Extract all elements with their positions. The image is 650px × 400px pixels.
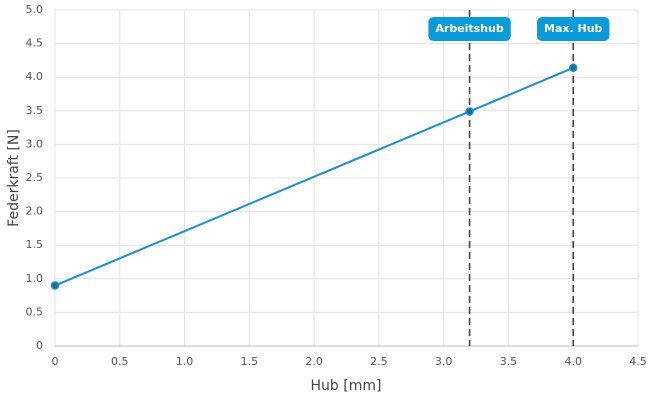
annotation-label: Max. Hub	[544, 22, 603, 35]
x-tick-label: 2.0	[305, 355, 323, 368]
x-tick-label: 2.5	[370, 355, 388, 368]
y-tick-label: 4.5	[26, 37, 44, 50]
y-tick-label: 2.0	[26, 205, 44, 218]
x-tick-label: 0.5	[111, 355, 129, 368]
y-tick-label: 0	[36, 339, 43, 352]
x-tick-label: 4.0	[564, 355, 582, 368]
x-tick-label: 1.5	[241, 355, 259, 368]
x-axis-title: Hub [mm]	[311, 378, 382, 394]
annotation-box	[428, 17, 511, 41]
data-point	[465, 107, 474, 116]
x-tick-label: 3.5	[500, 355, 518, 368]
y-tick-label: 2.5	[26, 171, 44, 184]
y-axis-title: Federkraft [N]	[6, 129, 22, 227]
annotation-box	[537, 17, 610, 41]
y-tick-label: 3.5	[26, 104, 44, 117]
data-point	[50, 281, 60, 290]
y-tick-label: 1.0	[26, 272, 44, 285]
y-tick-label: 0.5	[26, 305, 44, 318]
y-tick-label: 1.5	[26, 238, 44, 251]
x-tick-label: 0	[52, 355, 59, 368]
y-tick-label: 5.0	[26, 3, 44, 16]
annotation: Max. Hub	[537, 17, 610, 41]
x-tick-label: 1.0	[176, 355, 194, 368]
data-point	[568, 63, 578, 73]
annotation: Arbeitshub	[428, 17, 511, 41]
x-tick-label: 4.5	[629, 355, 647, 368]
annotation-label: Arbeitshub	[435, 22, 504, 35]
x-tick-label: 3.0	[435, 355, 453, 368]
y-tick-label: 4.0	[26, 70, 44, 83]
y-tick-label: 3.0	[26, 137, 44, 150]
